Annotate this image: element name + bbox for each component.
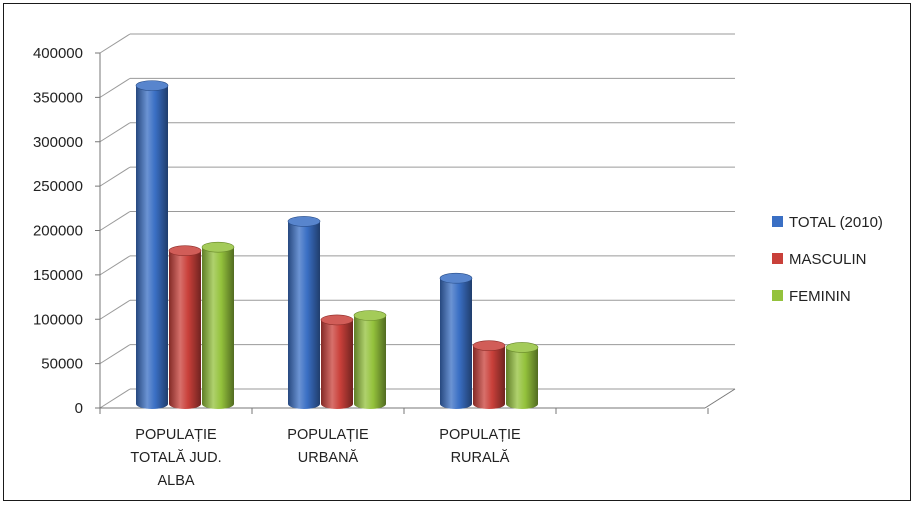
- bar-body-masculin-1: [321, 319, 353, 404]
- gridline-diag-4: [99, 211, 131, 231]
- category-label: POPULAȚIE: [287, 427, 369, 443]
- gridline-diag-0: [99, 388, 131, 409]
- bar-base: [440, 399, 472, 409]
- legend-swatch: [772, 216, 783, 227]
- legend-swatch: [772, 253, 783, 264]
- bar-base: [202, 399, 234, 409]
- bar-body-feminin-2: [506, 347, 538, 404]
- y-tick-label: 150000: [33, 267, 83, 284]
- category-label: TOTALĂ JUD.: [130, 449, 221, 466]
- gridline-diag-7: [99, 77, 131, 98]
- gridline-diag-1: [99, 344, 131, 365]
- bar-top: [439, 272, 473, 284]
- y-tick-label: 200000: [33, 223, 83, 240]
- bar-top: [287, 216, 321, 227]
- bar-base: [321, 399, 353, 409]
- category-label: ALBA: [157, 473, 194, 489]
- y-tick-label: 100000: [33, 311, 83, 328]
- bar-base: [136, 399, 168, 409]
- y-tick-label: 50000: [41, 356, 83, 373]
- legend-swatch: [772, 290, 783, 301]
- y-tick-label: 250000: [33, 178, 83, 195]
- bar-body-total--1: [288, 221, 320, 404]
- bar-top: [135, 80, 169, 91]
- legend-label: FEMININ: [789, 288, 851, 305]
- category-label: POPULAȚIE: [439, 427, 521, 443]
- y-tick-label: 400000: [33, 45, 83, 62]
- bar-top: [201, 241, 235, 253]
- y-tick-label: 0: [75, 400, 83, 417]
- bar-base: [169, 399, 201, 409]
- y-tick-label: 300000: [33, 134, 83, 151]
- legend-label: MASCULIN: [789, 251, 867, 268]
- bar-body-feminin-1: [354, 315, 386, 404]
- bar-body-total--0: [136, 85, 168, 404]
- legend-label: TOTAL (2010): [789, 214, 883, 231]
- bar-top: [505, 342, 539, 353]
- category-label: URBANĂ: [298, 449, 359, 466]
- gridline-diag-2: [99, 299, 131, 320]
- bar-base: [473, 399, 505, 409]
- bar-top: [353, 310, 387, 321]
- gridline-diag-5: [99, 166, 131, 187]
- bar-base: [288, 399, 320, 409]
- category-label: RURALĂ: [451, 449, 510, 466]
- bar-top: [320, 314, 354, 326]
- bar-top: [168, 245, 202, 256]
- category-label: POPULAȚIE: [135, 427, 217, 443]
- gridline-diag-3: [99, 255, 131, 276]
- gridline-diag-6: [99, 122, 131, 143]
- bar-base: [506, 399, 538, 409]
- bar-base: [354, 399, 386, 409]
- x-axis-depth-line: [704, 388, 736, 409]
- bar-top: [472, 340, 506, 351]
- bar-body-masculin-2: [473, 345, 505, 404]
- gridline-diag-8: [99, 33, 131, 54]
- y-tick-label: 350000: [33, 89, 83, 106]
- bar-body-total--2: [440, 278, 472, 404]
- bar-body-masculin-0: [169, 250, 201, 404]
- bar-body-feminin-0: [202, 247, 234, 404]
